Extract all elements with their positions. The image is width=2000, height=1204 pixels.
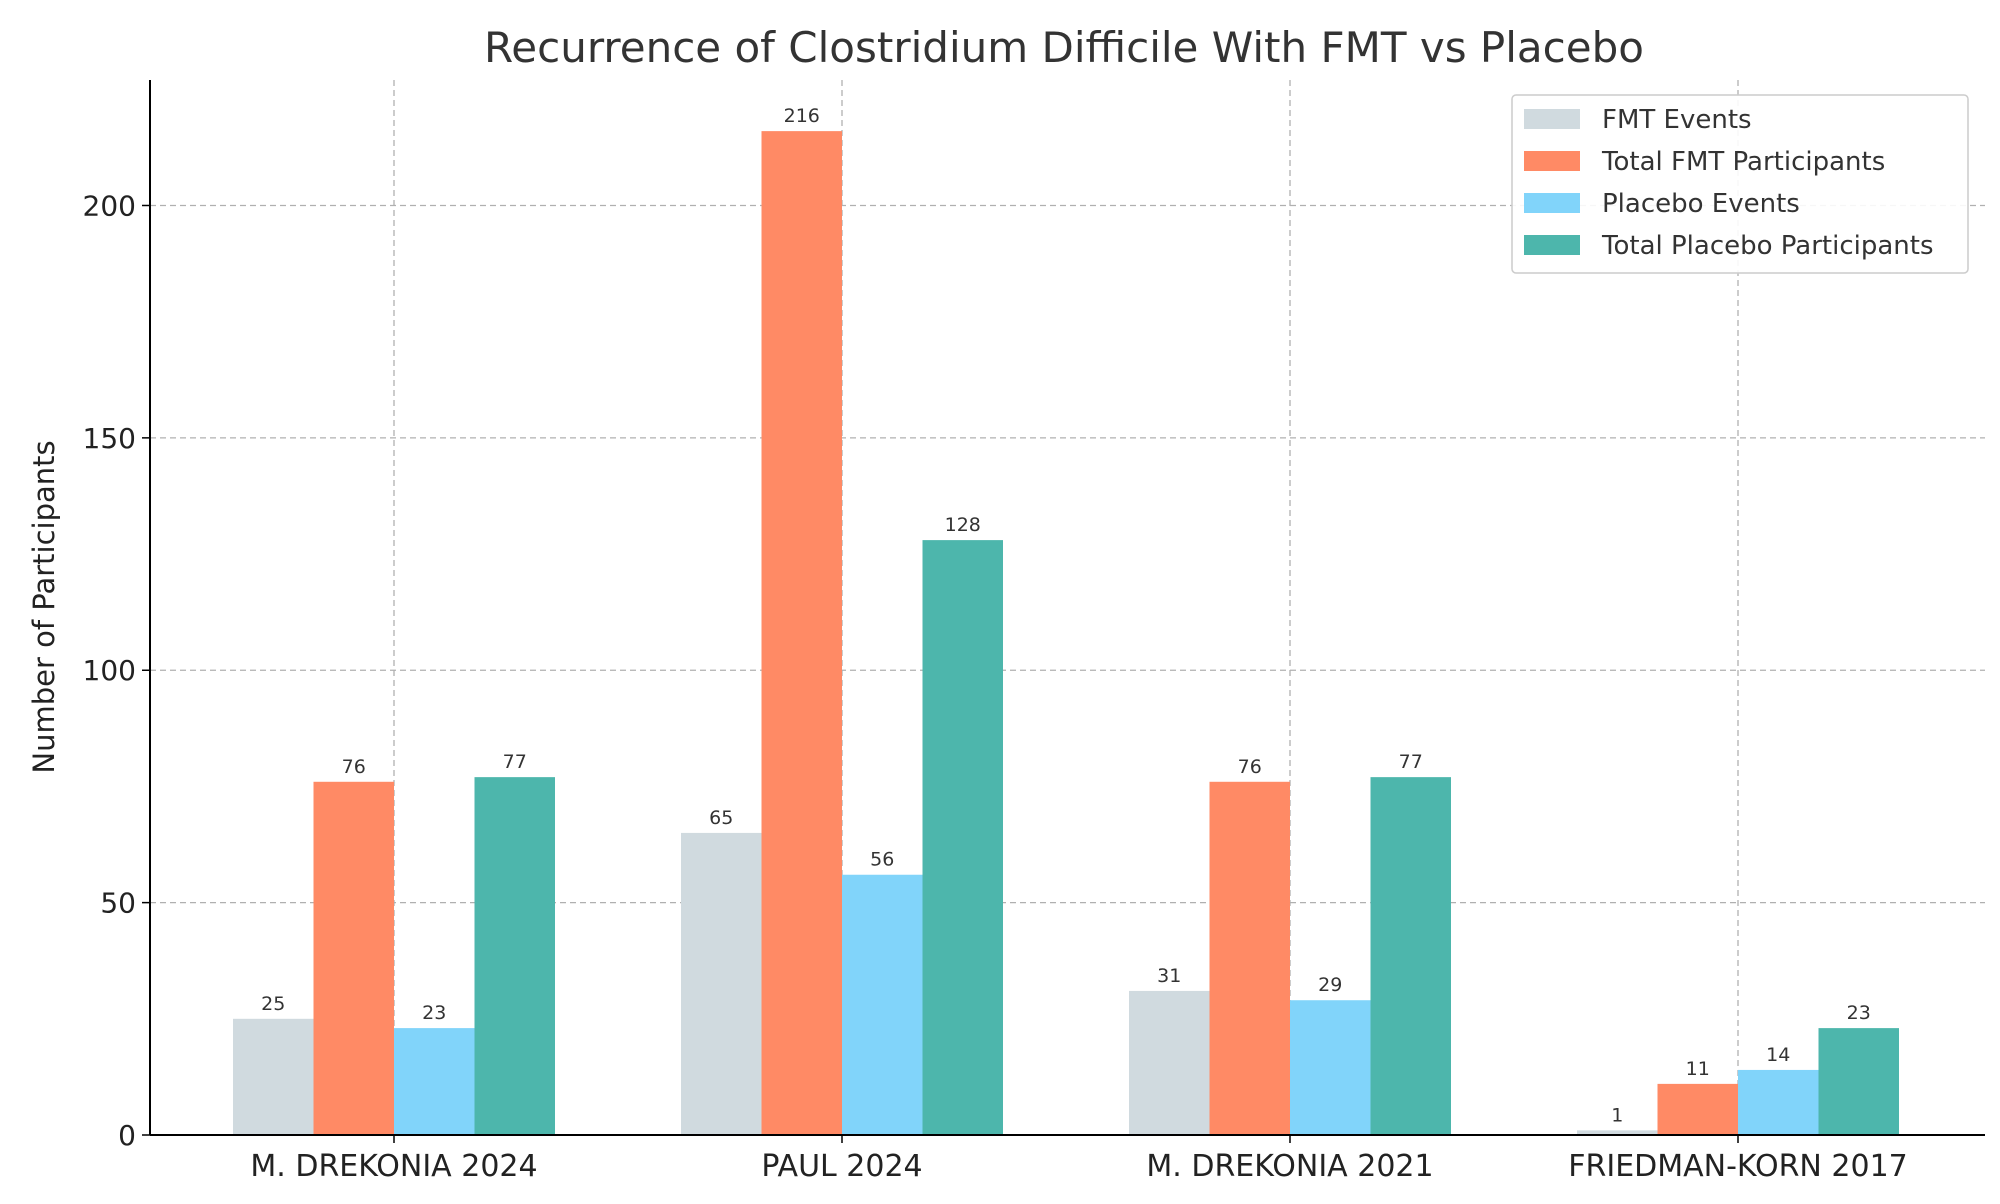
legend-swatch-total-fmt-participants [1524, 151, 1580, 171]
data-label: 23 [422, 1002, 446, 1024]
legend-swatch-placebo-events [1524, 193, 1580, 213]
data-label: 216 [784, 105, 820, 127]
x-tick-label-m-drekonia-2024: M. DREKONIA 2024 [250, 1149, 537, 1184]
x-tick-label-friedman-korn-2017: FRIEDMAN-KORN 2017 [1568, 1149, 1908, 1184]
bar-total-placebo-participants [474, 777, 555, 1135]
axes: 0 50 100 150 200 M. DREKONIA 2024 PAUL 2024 M. … [83, 80, 1985, 1184]
bar-total-fmt-participants [313, 781, 394, 1135]
y-tick-label: 200 [83, 189, 136, 222]
data-labels: 25 65 31 1 76 216 76 11 23 56 29 14 77 128 77 23 [261, 105, 1871, 1126]
bar-fmt-events [1577, 1130, 1658, 1135]
data-label: 1 [1611, 1104, 1623, 1126]
legend-swatch-fmt-events [1524, 109, 1580, 129]
data-label: 76 [342, 756, 366, 778]
bar-placebo-events [1290, 1000, 1371, 1135]
bar-placebo-events [394, 1028, 475, 1135]
data-label: 128 [945, 514, 981, 536]
x-tick-label-paul-2024: PAUL 2024 [761, 1149, 922, 1184]
bar-fmt-events [1129, 990, 1210, 1135]
y-tick-label: 50 [100, 887, 136, 920]
data-label: 76 [1238, 756, 1262, 778]
y-tick-label: 100 [83, 654, 136, 687]
bar-total-placebo-participants [1370, 777, 1451, 1135]
data-label: 29 [1318, 974, 1342, 996]
data-label: 56 [870, 849, 894, 871]
bars [233, 131, 1899, 1135]
legend-swatch-total-placebo-participants [1524, 235, 1580, 255]
legend: FMT Events Total FMT Participants Placebo … [1511, 94, 1969, 274]
chart-title: Recurrence of Clostridium Difficile With… [484, 23, 1644, 72]
legend-box [1511, 94, 1969, 274]
y-axis-label: Number of Participants [27, 440, 61, 773]
legend-label-fmt-events: FMT Events [1602, 105, 1752, 135]
bar-fmt-events [233, 1018, 314, 1135]
data-label: 11 [1686, 1058, 1710, 1080]
data-label: 23 [1847, 1002, 1871, 1024]
y-tick-label: 150 [83, 422, 136, 455]
bar-placebo-events [1738, 1069, 1819, 1135]
y-tick-label: 0 [118, 1119, 136, 1152]
data-label: 77 [503, 751, 527, 773]
x-tick-label-m-drekonia-2021: M. DREKONIA 2021 [1146, 1149, 1433, 1184]
bar-total-placebo-participants [1818, 1028, 1899, 1135]
data-label: 65 [709, 807, 733, 829]
legend-label-total-fmt-participants: Total FMT Participants [1601, 147, 1885, 177]
bar-total-placebo-participants [922, 540, 1003, 1135]
data-label: 25 [261, 993, 285, 1015]
legend-label-total-placebo-participants: Total Placebo Participants [1601, 231, 1934, 261]
bar-total-fmt-participants [761, 131, 842, 1135]
bar-total-fmt-participants [1657, 1083, 1738, 1135]
data-label: 31 [1157, 965, 1181, 987]
legend-label-placebo-events: Placebo Events [1602, 189, 1800, 219]
bar-total-fmt-participants [1209, 781, 1290, 1135]
bar-placebo-events [842, 874, 923, 1135]
data-label: 77 [1399, 751, 1423, 773]
data-label: 14 [1766, 1044, 1790, 1066]
bar-fmt-events [681, 832, 762, 1135]
